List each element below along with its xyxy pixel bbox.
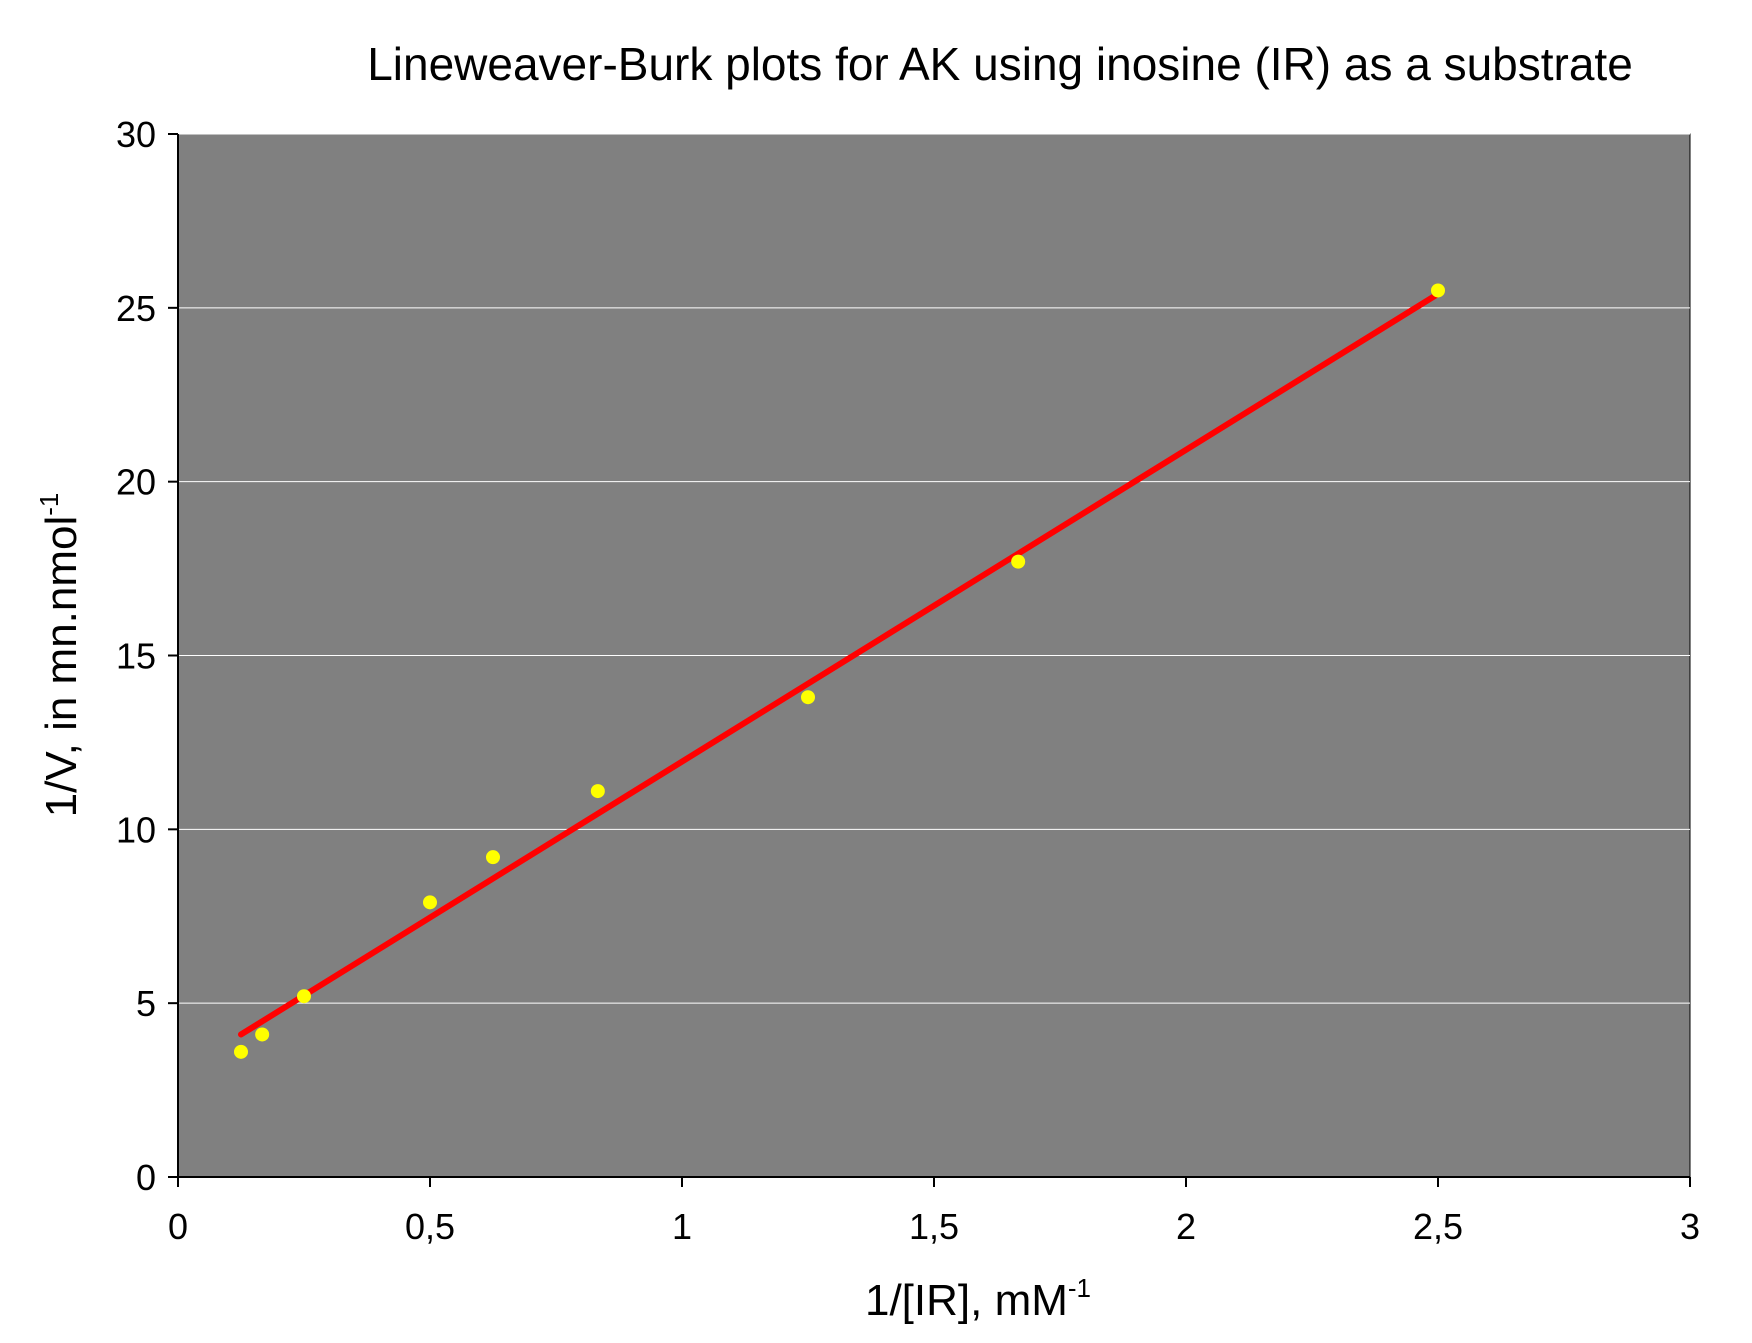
y-tick-label: 5 — [136, 983, 156, 1024]
y-axis-label: 1/V, in mn.nmol-1 — [34, 493, 86, 818]
data-point — [590, 784, 605, 799]
data-point — [297, 989, 311, 1004]
y-tick-label: 0 — [136, 1157, 156, 1198]
x-tick-label: 1 — [672, 1206, 692, 1247]
x-tick-label: 3 — [1680, 1206, 1700, 1247]
x-axis-label-superscript: -1 — [1068, 1273, 1091, 1303]
data-points — [234, 283, 1445, 1059]
trendline-layer — [238, 290, 1441, 1038]
chart-title: Lineweaver-Burk plots for AK using inosi… — [367, 38, 1633, 90]
x-axis-label-base: 1/[IR], mM — [865, 1276, 1068, 1325]
data-point — [486, 850, 500, 865]
x-axis-label: 1/[IR], mM-1 — [865, 1273, 1091, 1325]
data-point — [423, 895, 437, 910]
y-axis-label-base: 1/V, in mn.nmol — [37, 516, 86, 818]
y-tick-label: 30 — [116, 114, 156, 155]
y-axis-label-superscript: -1 — [34, 493, 64, 516]
gridlines — [178, 133, 1690, 1004]
data-point — [1011, 554, 1026, 569]
x-tick-label: 2,5 — [1413, 1206, 1463, 1247]
x-tick-label: 1,5 — [909, 1206, 959, 1247]
y-tick-label: 10 — [116, 809, 156, 850]
data-point — [255, 1027, 270, 1042]
data-point — [801, 690, 815, 705]
data-point — [234, 1044, 248, 1059]
y-tick-label: 20 — [116, 462, 156, 503]
x-tick-label: 0 — [168, 1206, 188, 1247]
x-tick-label: 2 — [1176, 1206, 1196, 1247]
y-axis-ticks: 0 5 10 15 20 25 30 — [116, 114, 178, 1198]
y-tick-label: 25 — [116, 288, 156, 329]
y-tick-label: 15 — [116, 636, 156, 677]
trendline — [238, 290, 1441, 1038]
data-point — [1431, 283, 1445, 298]
x-axis-ticks: 0 0,5 1 1,5 2 2,5 3 — [168, 1177, 1700, 1247]
x-tick-label: 0,5 — [405, 1206, 455, 1247]
